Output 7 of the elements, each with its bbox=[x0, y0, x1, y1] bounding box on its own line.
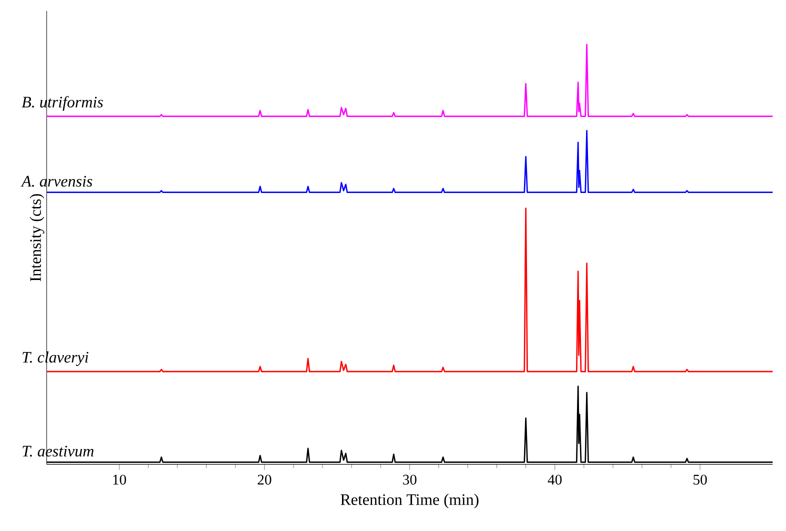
x-tick-label: 10 bbox=[113, 474, 126, 485]
x-tick-label: 20 bbox=[258, 474, 272, 485]
x-tick-label: 30 bbox=[403, 474, 416, 485]
x-tick-label: 40 bbox=[548, 474, 562, 485]
x-axis-title: Retention Time (min) bbox=[340, 494, 478, 508]
x-tick-label: 50 bbox=[694, 474, 707, 485]
y-axis-title: Intensity (cts) bbox=[30, 194, 44, 282]
